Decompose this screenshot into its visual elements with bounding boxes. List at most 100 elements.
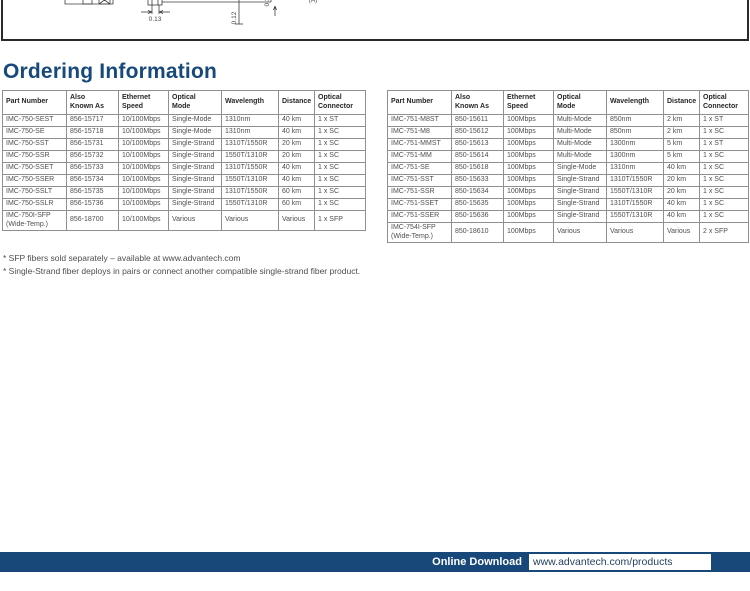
table-cell: 1550T/1310R <box>606 186 664 199</box>
table-cell: 1310T/1550R <box>221 186 279 199</box>
footer-bar: Online Download www.advantech.com/produc… <box>0 552 750 572</box>
table-cell: 856-15732 <box>66 150 119 163</box>
table-row: IMC-751-SST 850-15633 100Mbps Single-Strand… <box>387 174 749 187</box>
table-cell: 40 km <box>278 126 315 139</box>
table-cell: 2 x SFP <box>699 222 749 243</box>
table-row: IMC-751-SSR 850-15634 100Mbps Single-Strand… <box>387 186 749 199</box>
table-cell: 1310nm <box>221 126 279 139</box>
table-cell: 60 km <box>278 198 315 211</box>
table-cell: IMC-751-SE <box>387 162 452 175</box>
table-cell: Multi-Mode <box>553 138 607 151</box>
table-cell: 1550T/1310R <box>606 210 664 223</box>
table-cell: IMC-750-SSLT <box>2 186 67 199</box>
table-cell: 1 x SC <box>314 198 366 211</box>
table-cell: 10/100Mbps <box>118 138 169 151</box>
table-cell: Multi-Mode <box>553 114 607 127</box>
table-cell: 1550T/1310R <box>221 198 279 211</box>
table-cell: 60 km <box>278 186 315 199</box>
header-row: Part Number Also Known As Ethernet Speed Op… <box>2 90 366 115</box>
table-cell: 2 km <box>663 114 700 127</box>
column-header: Optical Connector <box>314 90 366 115</box>
table-cell: 1 x SC <box>699 198 749 211</box>
table-cell: 100Mbps <box>503 162 554 175</box>
table-cell: IMC-750-SSLR <box>2 198 67 211</box>
table-cell: 10/100Mbps <box>118 198 169 211</box>
table-cell: 10/100Mbps <box>118 186 169 199</box>
table-cell: IMC-754I-SFP (Wide-Temp.) <box>387 222 452 243</box>
table-cell: Single-Strand <box>553 174 607 187</box>
table-cell: IMC-751-SSET <box>387 198 452 211</box>
table-cell: 850nm <box>606 126 664 139</box>
table-cell: 1300nm <box>606 138 664 151</box>
table-cell: 856-15736 <box>66 198 119 211</box>
table-cell: 40 km <box>663 162 700 175</box>
table-cell: 856-15718 <box>66 126 119 139</box>
dimension-drawing-svg: 0.13 0.12 0.3 (A) <box>64 0 318 25</box>
table-row: IMC-750-SEST 856-15717 10/100Mbps Single-Mo… <box>2 114 366 127</box>
table-cell: IMC-750-SST <box>2 138 67 151</box>
table-cell: 100Mbps <box>503 198 554 211</box>
table-cell: 100Mbps <box>503 126 554 139</box>
footnote-sfp: * SFP fibers sold separately – available… <box>3 253 241 263</box>
table-cell: 1 x SC <box>314 174 366 187</box>
dim-label-width: 0.13 <box>149 16 162 23</box>
page-title: Ordering Information <box>3 60 217 83</box>
table-cell: Multi-Mode <box>553 126 607 139</box>
online-download-label: Online Download <box>432 556 522 568</box>
table-cell: 40 km <box>278 174 315 187</box>
table-cell: 1300nm <box>606 150 664 163</box>
ordering-table-imc750: Part Number Also Known As Ethernet Speed Op… <box>2 90 366 231</box>
dimension-drawing: 0.13 0.12 0.3 (A) <box>1 0 749 41</box>
download-url-box[interactable]: www.advantech.com/products <box>529 554 711 570</box>
table-cell: 850-15614 <box>451 150 504 163</box>
table-cell: IMC-751-MMST <box>387 138 452 151</box>
column-header: Wavelength <box>221 90 279 115</box>
table-cell: 40 km <box>278 162 315 175</box>
table-cell: 1310T/1550R <box>221 138 279 151</box>
table-cell: 40 km <box>663 198 700 211</box>
table-cell: Various <box>606 222 664 243</box>
table-row: IMC-750-SSET 856-15733 10/100Mbps Single-St… <box>2 162 366 175</box>
table-cell: 10/100Mbps <box>118 114 169 127</box>
table-cell: IMC-751-MM <box>387 150 452 163</box>
table-cell: 2 km <box>663 126 700 139</box>
table-cell: Single-Mode <box>168 114 222 127</box>
table-cell: Single-Strand <box>168 186 222 199</box>
column-header: Distance <box>663 90 700 115</box>
table-cell: Various <box>221 210 279 231</box>
table-cell: Single-Strand <box>168 138 222 151</box>
table-row: IMC-750-SSR 856-15732 10/100Mbps Single-Str… <box>2 150 366 163</box>
ordering-table-imc751: Part Number Also Known As Ethernet Speed Op… <box>387 90 749 243</box>
table-cell: IMC-750-SEST <box>2 114 67 127</box>
table-cell: Single-Strand <box>168 198 222 211</box>
table-cell: 100Mbps <box>503 150 554 163</box>
table-cell: IMC-750-SSR <box>2 150 67 163</box>
column-header: Ethernet Speed <box>118 90 169 115</box>
table-cell: 1 x SC <box>314 138 366 151</box>
table-cell: 1 x SFP <box>314 210 366 231</box>
table-row: IMC-751-SSER 850-15636 100Mbps Single-Stran… <box>387 210 749 223</box>
table-cell: 850-15636 <box>451 210 504 223</box>
table-row: IMC-750-SE 856-15718 10/100Mbps Single-Mode… <box>2 126 366 139</box>
table-cell: 100Mbps <box>503 222 554 243</box>
table-row: IMC-750I-SFP (Wide-Temp.) 856-18700 10/100… <box>2 210 366 231</box>
table-cell: 1310nm <box>221 114 279 127</box>
table-cell: 1310T/1550R <box>606 198 664 211</box>
table-cell: 850-15634 <box>451 186 504 199</box>
table-cell: 850-15611 <box>451 114 504 127</box>
table-cell: 10/100Mbps <box>118 162 169 175</box>
dim-label-height: 0.12 <box>231 11 238 24</box>
table-cell: 5 km <box>663 150 700 163</box>
table-cell: 40 km <box>278 114 315 127</box>
table-cell: 1 x SC <box>314 150 366 163</box>
table-cell: 856-15731 <box>66 138 119 151</box>
table-cell: 20 km <box>663 174 700 187</box>
table-cell: 856-18700 <box>66 210 119 231</box>
table-cell: 10/100Mbps <box>118 210 169 231</box>
header-row: Part Number Also Known As Ethernet Speed Op… <box>387 90 749 115</box>
table-cell: 5 km <box>663 138 700 151</box>
column-header: Wavelength <box>606 90 664 115</box>
table-cell: 10/100Mbps <box>118 150 169 163</box>
callout-a-label: (A) <box>309 0 318 4</box>
column-header: Optical Mode <box>168 90 222 115</box>
